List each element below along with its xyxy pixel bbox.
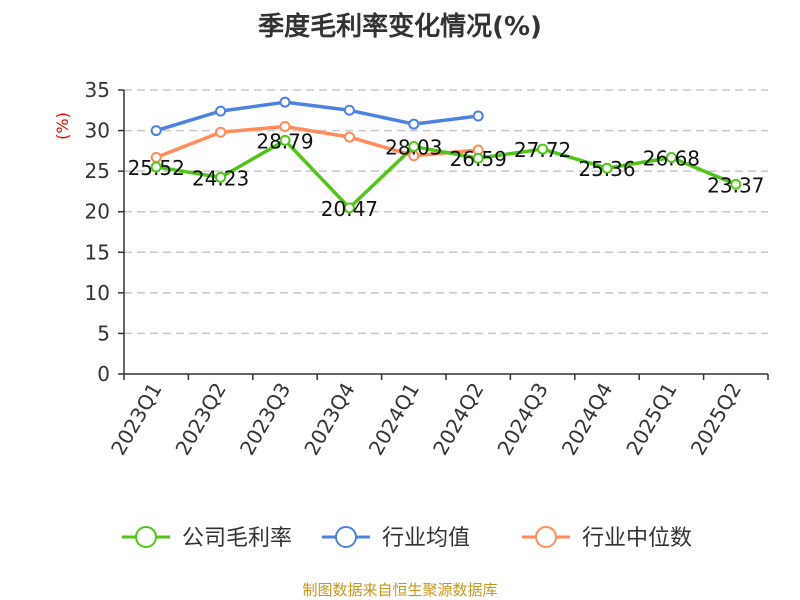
- data-label: 25.36: [578, 157, 635, 181]
- data-point: [472, 110, 484, 122]
- data-point: [215, 126, 227, 138]
- data-point: [150, 125, 162, 137]
- data-label: 27.72: [514, 138, 571, 162]
- data-point: [408, 141, 420, 153]
- x-tick-label: 2023Q4: [299, 379, 359, 460]
- x-tick-label: 2024Q4: [557, 379, 617, 460]
- data-label: 26.59: [450, 147, 507, 171]
- legend-marker: [335, 526, 357, 548]
- series-line-1: [155, 100, 479, 133]
- data-label: 20.47: [321, 197, 378, 221]
- data-point: [537, 143, 549, 155]
- y-tick-label: 30: [85, 119, 110, 143]
- y-axis-label: (%): [53, 112, 72, 140]
- x-tick-label: 2025Q2: [686, 379, 746, 460]
- data-point: [730, 178, 742, 190]
- data-point: [601, 162, 613, 174]
- data-point: [343, 131, 355, 143]
- data-point: [665, 152, 677, 164]
- y-tick-label: 25: [85, 159, 110, 183]
- data-point: [279, 121, 291, 133]
- data-point: [279, 96, 291, 108]
- data-point: [343, 104, 355, 116]
- x-tick-label: 2023Q3: [235, 379, 295, 460]
- legend-label: 行业均值: [382, 526, 470, 551]
- data-point: [408, 118, 420, 130]
- data-point: [215, 105, 227, 117]
- data-point: [343, 202, 355, 214]
- series-line-0: [155, 138, 737, 210]
- legend-marker: [135, 526, 157, 548]
- x-tick-label: 2025Q1: [621, 379, 681, 460]
- data-point: [472, 152, 484, 164]
- data-label: 23.37: [707, 173, 764, 197]
- data-label: 28.79: [256, 129, 313, 153]
- legend-label: 公司毛利率: [182, 526, 292, 551]
- y-tick-label: 0: [97, 362, 110, 386]
- data-label: 28.03: [385, 136, 442, 160]
- x-tick-label: 2024Q1: [364, 379, 424, 460]
- data-point: [215, 171, 227, 183]
- y-tick-label: 5: [97, 321, 110, 345]
- y-tick-label: 15: [85, 240, 110, 264]
- data-label: 25.52: [128, 156, 185, 180]
- series-line-2: [155, 124, 479, 159]
- x-tick-label: 2023Q2: [170, 379, 230, 460]
- legend-marker: [535, 526, 557, 548]
- legend-label: 行业中位数: [582, 526, 692, 551]
- y-tick-label: 35: [85, 78, 110, 102]
- x-tick-label: 2024Q3: [492, 379, 552, 460]
- source-note: 制图数据来自恒生聚源数据库: [302, 581, 498, 599]
- y-tick-label: 20: [85, 200, 110, 224]
- data-point: [279, 134, 291, 146]
- data-point: [150, 161, 162, 173]
- y-tick-label: 10: [85, 281, 110, 305]
- chart-title: 季度毛利率变化情况(%): [258, 12, 542, 42]
- x-tick-label: 2023Q1: [106, 379, 166, 460]
- x-tick-label: 2024Q2: [428, 379, 488, 460]
- data-label: 24.23: [192, 166, 249, 190]
- data-label: 26.68: [643, 147, 700, 171]
